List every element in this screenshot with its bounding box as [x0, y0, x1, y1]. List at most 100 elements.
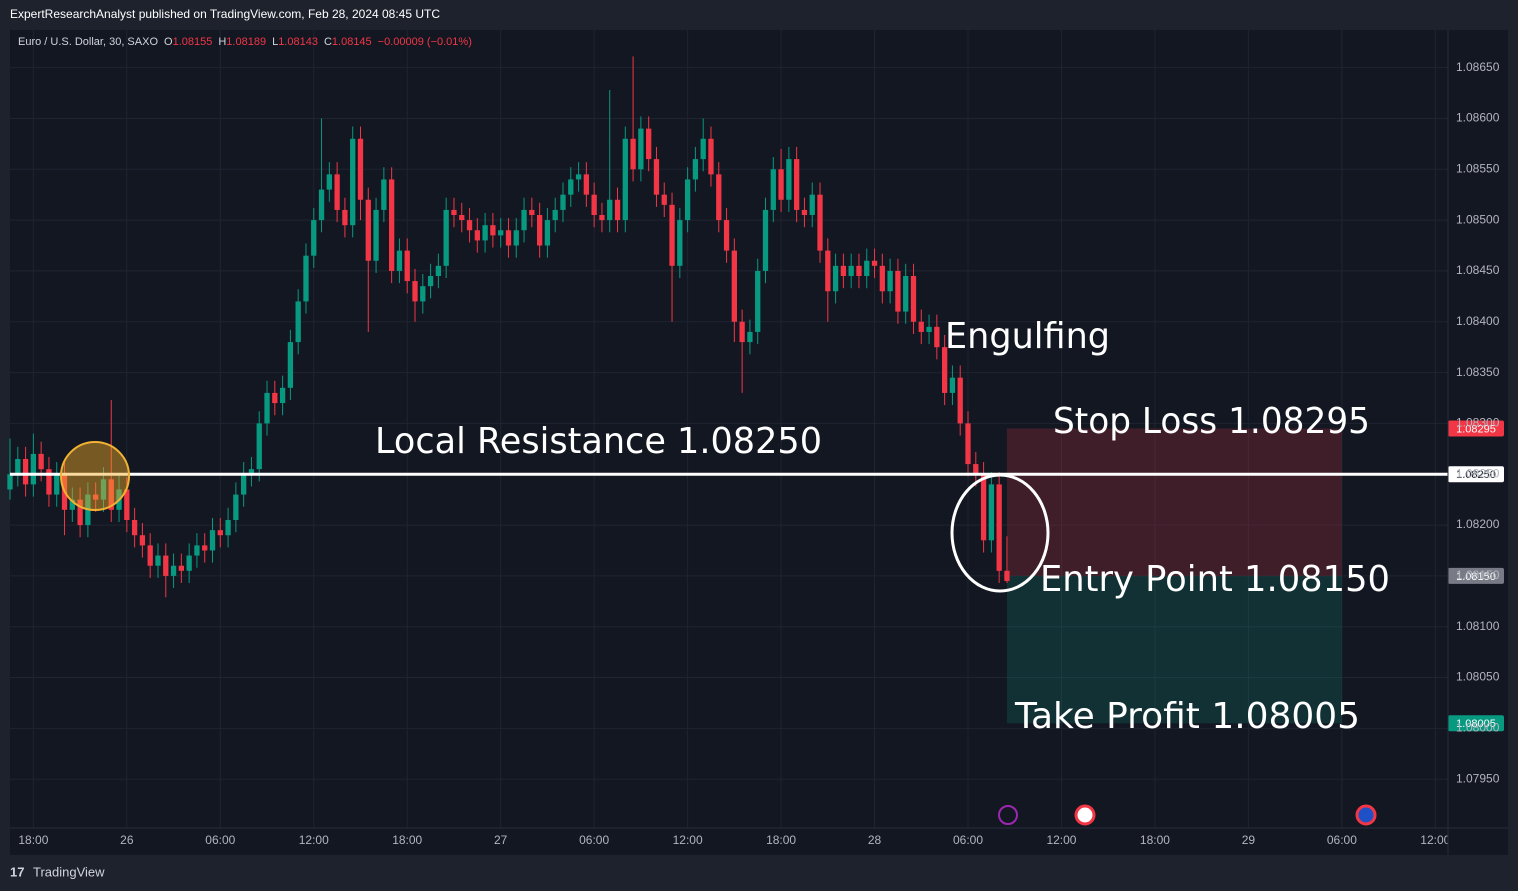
candle-body	[607, 199, 613, 221]
candle-body	[809, 194, 815, 216]
candle-body	[762, 209, 769, 271]
candle-body	[427, 276, 434, 287]
candle-body	[996, 484, 1002, 571]
x-tick-label: 28	[868, 833, 882, 847]
candle-body	[38, 453, 44, 470]
candle-body	[108, 479, 114, 510]
footer: 17 TradingView	[10, 864, 105, 879]
candle-body	[482, 225, 488, 241]
candle-body	[879, 265, 885, 292]
candle-body	[272, 392, 278, 404]
legend-value: 1.08145	[332, 36, 372, 48]
candle-body	[934, 326, 940, 348]
candle-body	[684, 179, 691, 221]
candle-body	[716, 174, 722, 221]
candle-body	[801, 209, 808, 216]
y-tick-label: 1.08250	[1456, 466, 1500, 480]
overlay: 1.08295 1.08250 1.08150 1.08005	[10, 420, 1504, 732]
candle-body	[209, 530, 216, 551]
candle-body	[949, 377, 956, 393]
annotation: Local Resistance 1.08250	[375, 421, 822, 462]
candle-body	[692, 159, 699, 180]
candle-body	[575, 174, 582, 180]
candle-body	[498, 230, 504, 236]
candle-body	[536, 215, 543, 246]
candle-body	[965, 423, 971, 465]
candle-body	[241, 474, 247, 495]
candle-body	[521, 209, 527, 231]
x-tick-label: 12:00	[1046, 833, 1076, 847]
y-tick-label: 1.08300	[1456, 416, 1500, 430]
annotation: Engulfing	[945, 316, 1110, 357]
candle-body	[170, 565, 177, 576]
candle-body	[225, 519, 231, 536]
y-tick-label: 1.08500	[1456, 212, 1500, 226]
x-tick-label: 18:00	[766, 833, 796, 847]
legend-value: 1.08143	[278, 36, 318, 48]
candle-body	[887, 270, 893, 292]
candle-body	[131, 519, 138, 536]
price-tag	[1448, 466, 1504, 483]
x-tick-label: 26	[120, 833, 134, 847]
candle-body	[334, 174, 340, 210]
candle-body	[817, 194, 823, 251]
y-tick-label: 1.08150	[1456, 568, 1500, 582]
legend-key: H	[218, 36, 226, 48]
x-tick-label: 18:00	[1140, 833, 1170, 847]
price-tag	[1448, 420, 1504, 437]
candle-body	[279, 387, 286, 404]
candle-body	[739, 321, 745, 343]
candle-body	[895, 270, 901, 312]
candle-body	[326, 174, 332, 190]
candle-body	[474, 230, 480, 241]
candle-body	[202, 545, 208, 551]
candle-body	[7, 474, 13, 490]
candle-body	[755, 270, 761, 332]
candle-body	[147, 545, 153, 566]
candle-body	[256, 423, 262, 470]
event-icon	[1355, 804, 1377, 826]
candle-body	[980, 474, 987, 541]
candle-body	[30, 453, 37, 485]
candle-body	[677, 220, 683, 266]
candle-body	[15, 458, 21, 475]
y-tick-label: 1.08650	[1456, 60, 1500, 74]
annotation: Entry Point 1.08150	[1040, 559, 1390, 600]
candle-body	[459, 215, 465, 221]
candle-body	[264, 392, 270, 424]
candle-body	[93, 494, 99, 500]
candle-body	[957, 377, 963, 424]
y-tick-label: 1.08200	[1456, 517, 1500, 531]
candle-body	[295, 301, 301, 343]
candle-body	[630, 138, 636, 170]
header-title: ExpertResearchAnalyst published on Tradi…	[10, 7, 440, 21]
price-tag-label: 1.08150	[1456, 571, 1496, 583]
candle-body	[988, 484, 995, 541]
candle-body	[233, 494, 239, 520]
y-tick-label: 1.08600	[1456, 111, 1500, 125]
candle-body	[194, 545, 200, 556]
x-tick-label: 12:00	[1420, 833, 1450, 847]
candle-body	[46, 469, 52, 495]
footer-logo: 17	[10, 864, 24, 879]
candle-body	[303, 255, 309, 302]
profit-zone	[1006, 575, 1342, 724]
candle-body	[396, 250, 403, 271]
candle-body	[848, 265, 854, 277]
candle-body	[412, 281, 418, 302]
candle-body	[700, 138, 706, 160]
candle-body	[69, 499, 75, 510]
candle-body	[661, 194, 667, 205]
candles	[7, 56, 1010, 598]
candle-body	[653, 159, 660, 195]
candle-body	[155, 555, 161, 566]
annotation: Stop Loss 1.08295	[1053, 401, 1370, 442]
y-tick-label: 1.08100	[1456, 619, 1500, 633]
x-tick-label: 18:00	[18, 833, 48, 847]
legend-value: 1.08155	[173, 36, 213, 48]
candle-body	[54, 474, 60, 495]
candle-body	[163, 555, 169, 576]
annotation: Take Profit 1.08005	[1014, 696, 1360, 737]
candle-body	[941, 347, 948, 393]
position-zones	[1006, 428, 1342, 724]
